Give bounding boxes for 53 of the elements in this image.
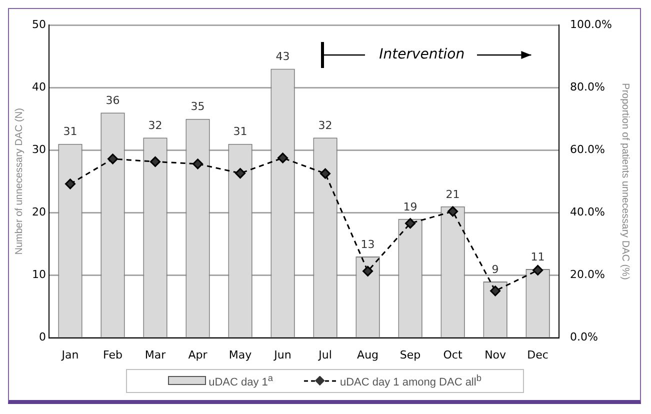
y-axis-title: Number of unnecessary DAC (N)	[14, 108, 25, 255]
y2-tick-label: 80.0%	[570, 80, 606, 94]
x-tick-label: Oct	[443, 348, 463, 362]
data-label: 9	[492, 262, 499, 276]
point	[235, 168, 246, 179]
point	[320, 168, 331, 179]
data-label: 19	[403, 200, 418, 214]
annotation: Intervention	[379, 46, 465, 63]
x-tick-label: Jan	[60, 348, 79, 362]
point	[448, 206, 458, 217]
x-tick-label: Nov	[484, 348, 507, 362]
x-tick-label: Mar	[144, 348, 166, 362]
x-tick-label: Jul	[318, 348, 332, 362]
x-tick-label: Aug	[357, 348, 379, 362]
data-label: 11	[530, 250, 545, 264]
y2-tick-label: 20.0%	[570, 268, 606, 282]
y-tick-label: 0	[38, 330, 46, 344]
y2-tick-label: 40.0%	[570, 206, 606, 219]
data-label: 31	[233, 125, 248, 138]
point	[192, 158, 204, 170]
point	[278, 152, 288, 164]
legend-label: uDAC day 1 among DAC all$^{b}$	[340, 373, 482, 389]
point	[65, 178, 76, 190]
data-label: 21	[446, 188, 460, 201]
x-tick-label: May	[228, 348, 252, 362]
x-tick-label: Sep	[400, 348, 421, 362]
y2-tick-label: 60.0%	[570, 142, 606, 156]
data-label: 31	[63, 125, 78, 138]
point	[532, 264, 544, 276]
y-tick-label: 10	[32, 268, 46, 282]
data-label: 35	[190, 100, 205, 114]
x-tick-label: Dec	[527, 348, 548, 362]
x-tick-label: Apr	[188, 348, 208, 362]
legend-label: uDAC day 1$^{a}$	[208, 373, 273, 389]
point	[490, 286, 501, 296]
point	[150, 156, 161, 167]
point	[405, 218, 416, 229]
x-tick-label: Feb	[103, 348, 123, 362]
data-label: 43	[276, 50, 290, 64]
y-tick-label: 40	[32, 80, 46, 94]
data-label: 36	[106, 94, 120, 107]
y-tick-label: 20	[32, 206, 46, 219]
y2-tick-label: 0.0%	[570, 330, 598, 344]
y-tick-label: 30	[32, 142, 46, 156]
data-label: 32	[148, 118, 162, 132]
data-label: 13	[360, 238, 375, 251]
y2-tick-label: 100.0%	[570, 18, 612, 31]
data-label: 32	[318, 118, 332, 132]
point	[108, 154, 118, 164]
x-tick-label: Jun	[273, 348, 292, 362]
point	[362, 266, 374, 276]
y-tick-label: 50	[32, 18, 46, 31]
y2-axis-title: Proportion of patients unnecessary DAC (%)	[619, 83, 630, 280]
